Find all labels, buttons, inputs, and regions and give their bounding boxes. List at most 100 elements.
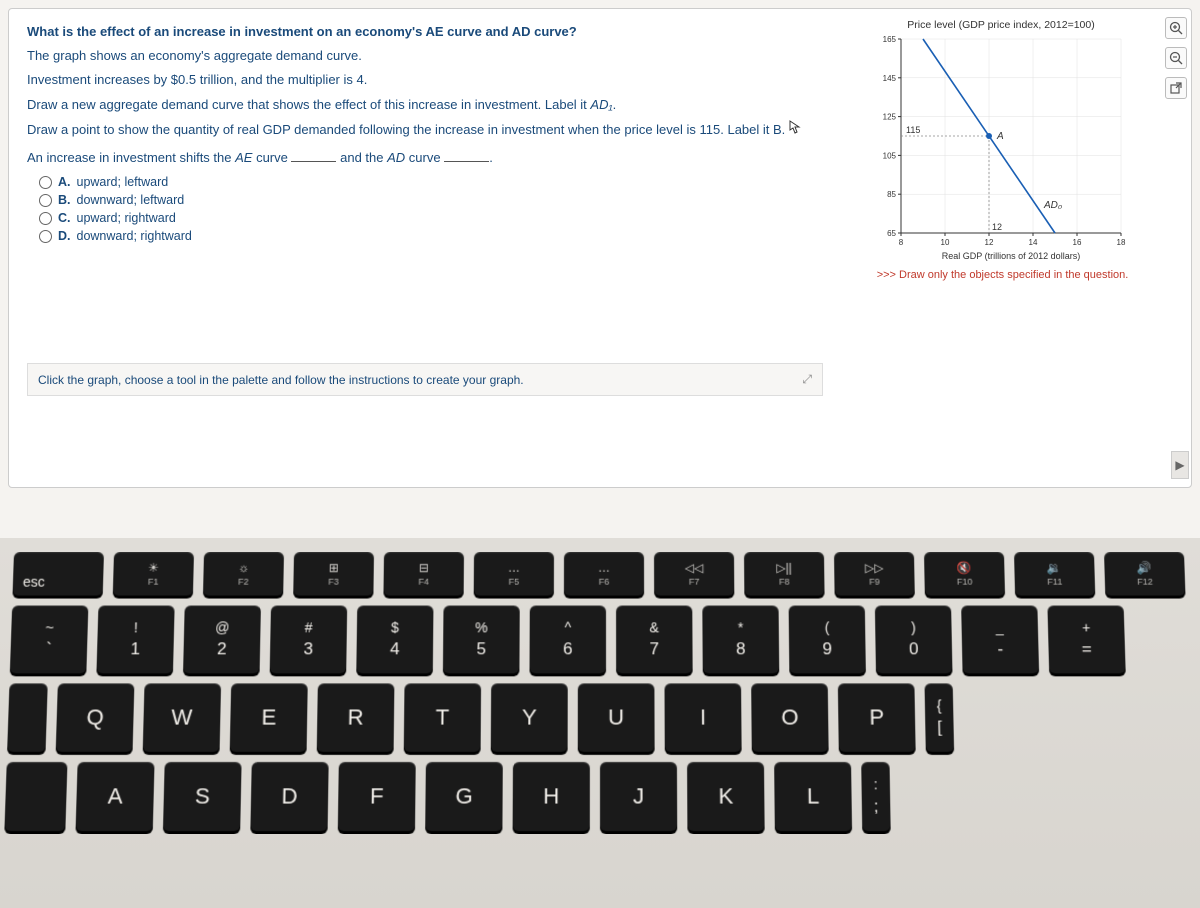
key-0[interactable]: )0	[875, 605, 953, 673]
svg-text:115: 115	[906, 125, 920, 135]
key-5[interactable]: %5	[443, 605, 520, 673]
key-j[interactable]: J	[600, 762, 677, 831]
chart-instruction: >>> Draw only the objects specified in t…	[855, 269, 1147, 281]
option-row[interactable]: B. downward; leftward	[39, 193, 823, 207]
svg-text:145: 145	[883, 74, 897, 83]
radio-icon[interactable]	[39, 194, 52, 207]
radio-icon[interactable]	[39, 212, 52, 225]
key-f[interactable]: F	[338, 762, 416, 831]
zoom-out-button[interactable]	[1165, 47, 1187, 69]
key-f8[interactable]: ▷||F8	[744, 552, 825, 596]
option-text: downward; leftward	[77, 193, 185, 207]
key-6[interactable]: ^6	[530, 605, 607, 673]
key--[interactable]: _-	[961, 605, 1039, 673]
key-f1[interactable]: ☀F1	[113, 552, 194, 596]
key-q[interactable]: Q	[56, 683, 135, 751]
pointer-icon	[789, 120, 801, 134]
svg-text:14: 14	[1029, 238, 1038, 247]
key-3[interactable]: #3	[270, 605, 348, 673]
question-line4: Draw a point to show the quantity of rea…	[27, 120, 823, 139]
question-line2: Investment increases by $0.5 trillion, a…	[27, 71, 823, 89]
svg-text:165: 165	[883, 35, 897, 44]
key-f7[interactable]: ◁◁F7	[654, 552, 734, 596]
svg-text:16: 16	[1073, 238, 1082, 247]
key-i[interactable]: I	[664, 683, 741, 751]
key-k[interactable]: K	[687, 762, 765, 831]
key-w[interactable]: W	[143, 683, 221, 751]
radio-icon[interactable]	[39, 230, 52, 243]
key-f10[interactable]: 🔇F10	[924, 552, 1005, 596]
key-s[interactable]: S	[163, 762, 242, 831]
option-text: upward; rightward	[77, 211, 176, 225]
key-1[interactable]: !1	[96, 605, 174, 673]
key-l[interactable]: L	[774, 762, 852, 831]
key-f5[interactable]: …F5	[474, 552, 554, 596]
keyboard-row-num: ~`!1@2#3$4%5^6&7*8(9)0_-+=	[2, 605, 1198, 673]
key-f12[interactable]: 🔊F12	[1104, 552, 1185, 596]
svg-text:65: 65	[887, 229, 896, 238]
option-row[interactable]: A. upward; leftward	[39, 175, 823, 189]
svg-text:A: A	[996, 131, 1004, 142]
key-e[interactable]: E	[230, 683, 308, 751]
key-r[interactable]: R	[317, 683, 395, 751]
option-text: downward; rightward	[77, 229, 192, 243]
key-p[interactable]: P	[838, 683, 916, 751]
key-9[interactable]: (9	[789, 605, 866, 673]
option-row[interactable]: D. downward; rightward	[39, 229, 823, 243]
zoom-in-button[interactable]	[1165, 17, 1187, 39]
blank-2[interactable]	[444, 150, 489, 162]
key-8[interactable]: *8	[702, 605, 779, 673]
chart-panel[interactable]: Price level (GDP price index, 2012=100) …	[841, 9, 1161, 487]
key-bracket[interactable]: {[	[924, 683, 954, 751]
key-d[interactable]: D	[250, 762, 328, 831]
svg-text:85: 85	[887, 190, 896, 199]
key-7[interactable]: &7	[616, 605, 693, 673]
key-y[interactable]: Y	[491, 683, 568, 751]
key-g[interactable]: G	[425, 762, 503, 831]
expand-icon[interactable]: ⤢	[802, 372, 812, 387]
question-window: What is the effect of an increase in inv…	[8, 8, 1192, 488]
key-tab[interactable]	[7, 683, 48, 751]
option-row[interactable]: C. upward; rightward	[39, 211, 823, 225]
key-u[interactable]: U	[578, 683, 655, 751]
option-text: upward; leftward	[77, 175, 169, 189]
key-f11[interactable]: 🔉F11	[1014, 552, 1095, 596]
chart-y-title: Price level (GDP price index, 2012=100)	[855, 19, 1147, 31]
key-f3[interactable]: ⊞F3	[293, 552, 374, 596]
hint-text: Click the graph, choose a tool in the pa…	[38, 373, 524, 387]
key-`[interactable]: ~`	[10, 605, 89, 673]
option-letter: C.	[58, 211, 71, 225]
key-h[interactable]: H	[513, 762, 590, 831]
key-=[interactable]: +=	[1047, 605, 1125, 673]
popout-button[interactable]	[1165, 77, 1187, 99]
key-f9[interactable]: ▷▷F9	[834, 552, 915, 596]
keyboard-row-fn: esc☀F1☼F2⊞F3⊟F4…F5…F6◁◁F7▷||F8▷▷F9🔇F10🔉F…	[4, 552, 1195, 596]
key-a[interactable]: A	[76, 762, 155, 831]
option-letter: D.	[58, 229, 71, 243]
svg-text:10: 10	[941, 238, 950, 247]
key-f6[interactable]: …F6	[564, 552, 644, 596]
question-panel: What is the effect of an increase in inv…	[9, 9, 841, 487]
key-o[interactable]: O	[751, 683, 828, 751]
key-f4[interactable]: ⊟F4	[383, 552, 464, 596]
blank-1[interactable]	[291, 150, 336, 162]
hint-box: Click the graph, choose a tool in the pa…	[27, 363, 823, 396]
svg-text:Real GDP (trillions of 2012 do: Real GDP (trillions of 2012 dollars)	[942, 251, 1080, 261]
svg-text:12: 12	[985, 238, 994, 247]
key-f2[interactable]: ☼F2	[203, 552, 284, 596]
key-t[interactable]: T	[404, 683, 481, 751]
keyboard-row-q: QWERTYUIOP{[	[0, 683, 1200, 751]
svg-text:105: 105	[883, 151, 897, 160]
key-semicolon[interactable]: :;	[861, 762, 891, 831]
key-2[interactable]: @2	[183, 605, 261, 673]
svg-text:AD₀: AD₀	[1043, 200, 1062, 211]
next-page-button[interactable]: ▶	[1171, 451, 1189, 479]
keyboard-row-a: ASDFGHJKL:;	[0, 762, 1200, 831]
key-4[interactable]: $4	[356, 605, 433, 673]
key-esc[interactable]: esc	[12, 552, 104, 596]
chart-svg[interactable]: 81012141618658510512514516511512AD₀AReal…	[871, 33, 1131, 263]
svg-text:8: 8	[899, 238, 904, 247]
radio-icon[interactable]	[39, 176, 52, 189]
fill-sentence: An increase in investment shifts the AE …	[27, 149, 823, 167]
key-capslock[interactable]	[4, 762, 67, 831]
